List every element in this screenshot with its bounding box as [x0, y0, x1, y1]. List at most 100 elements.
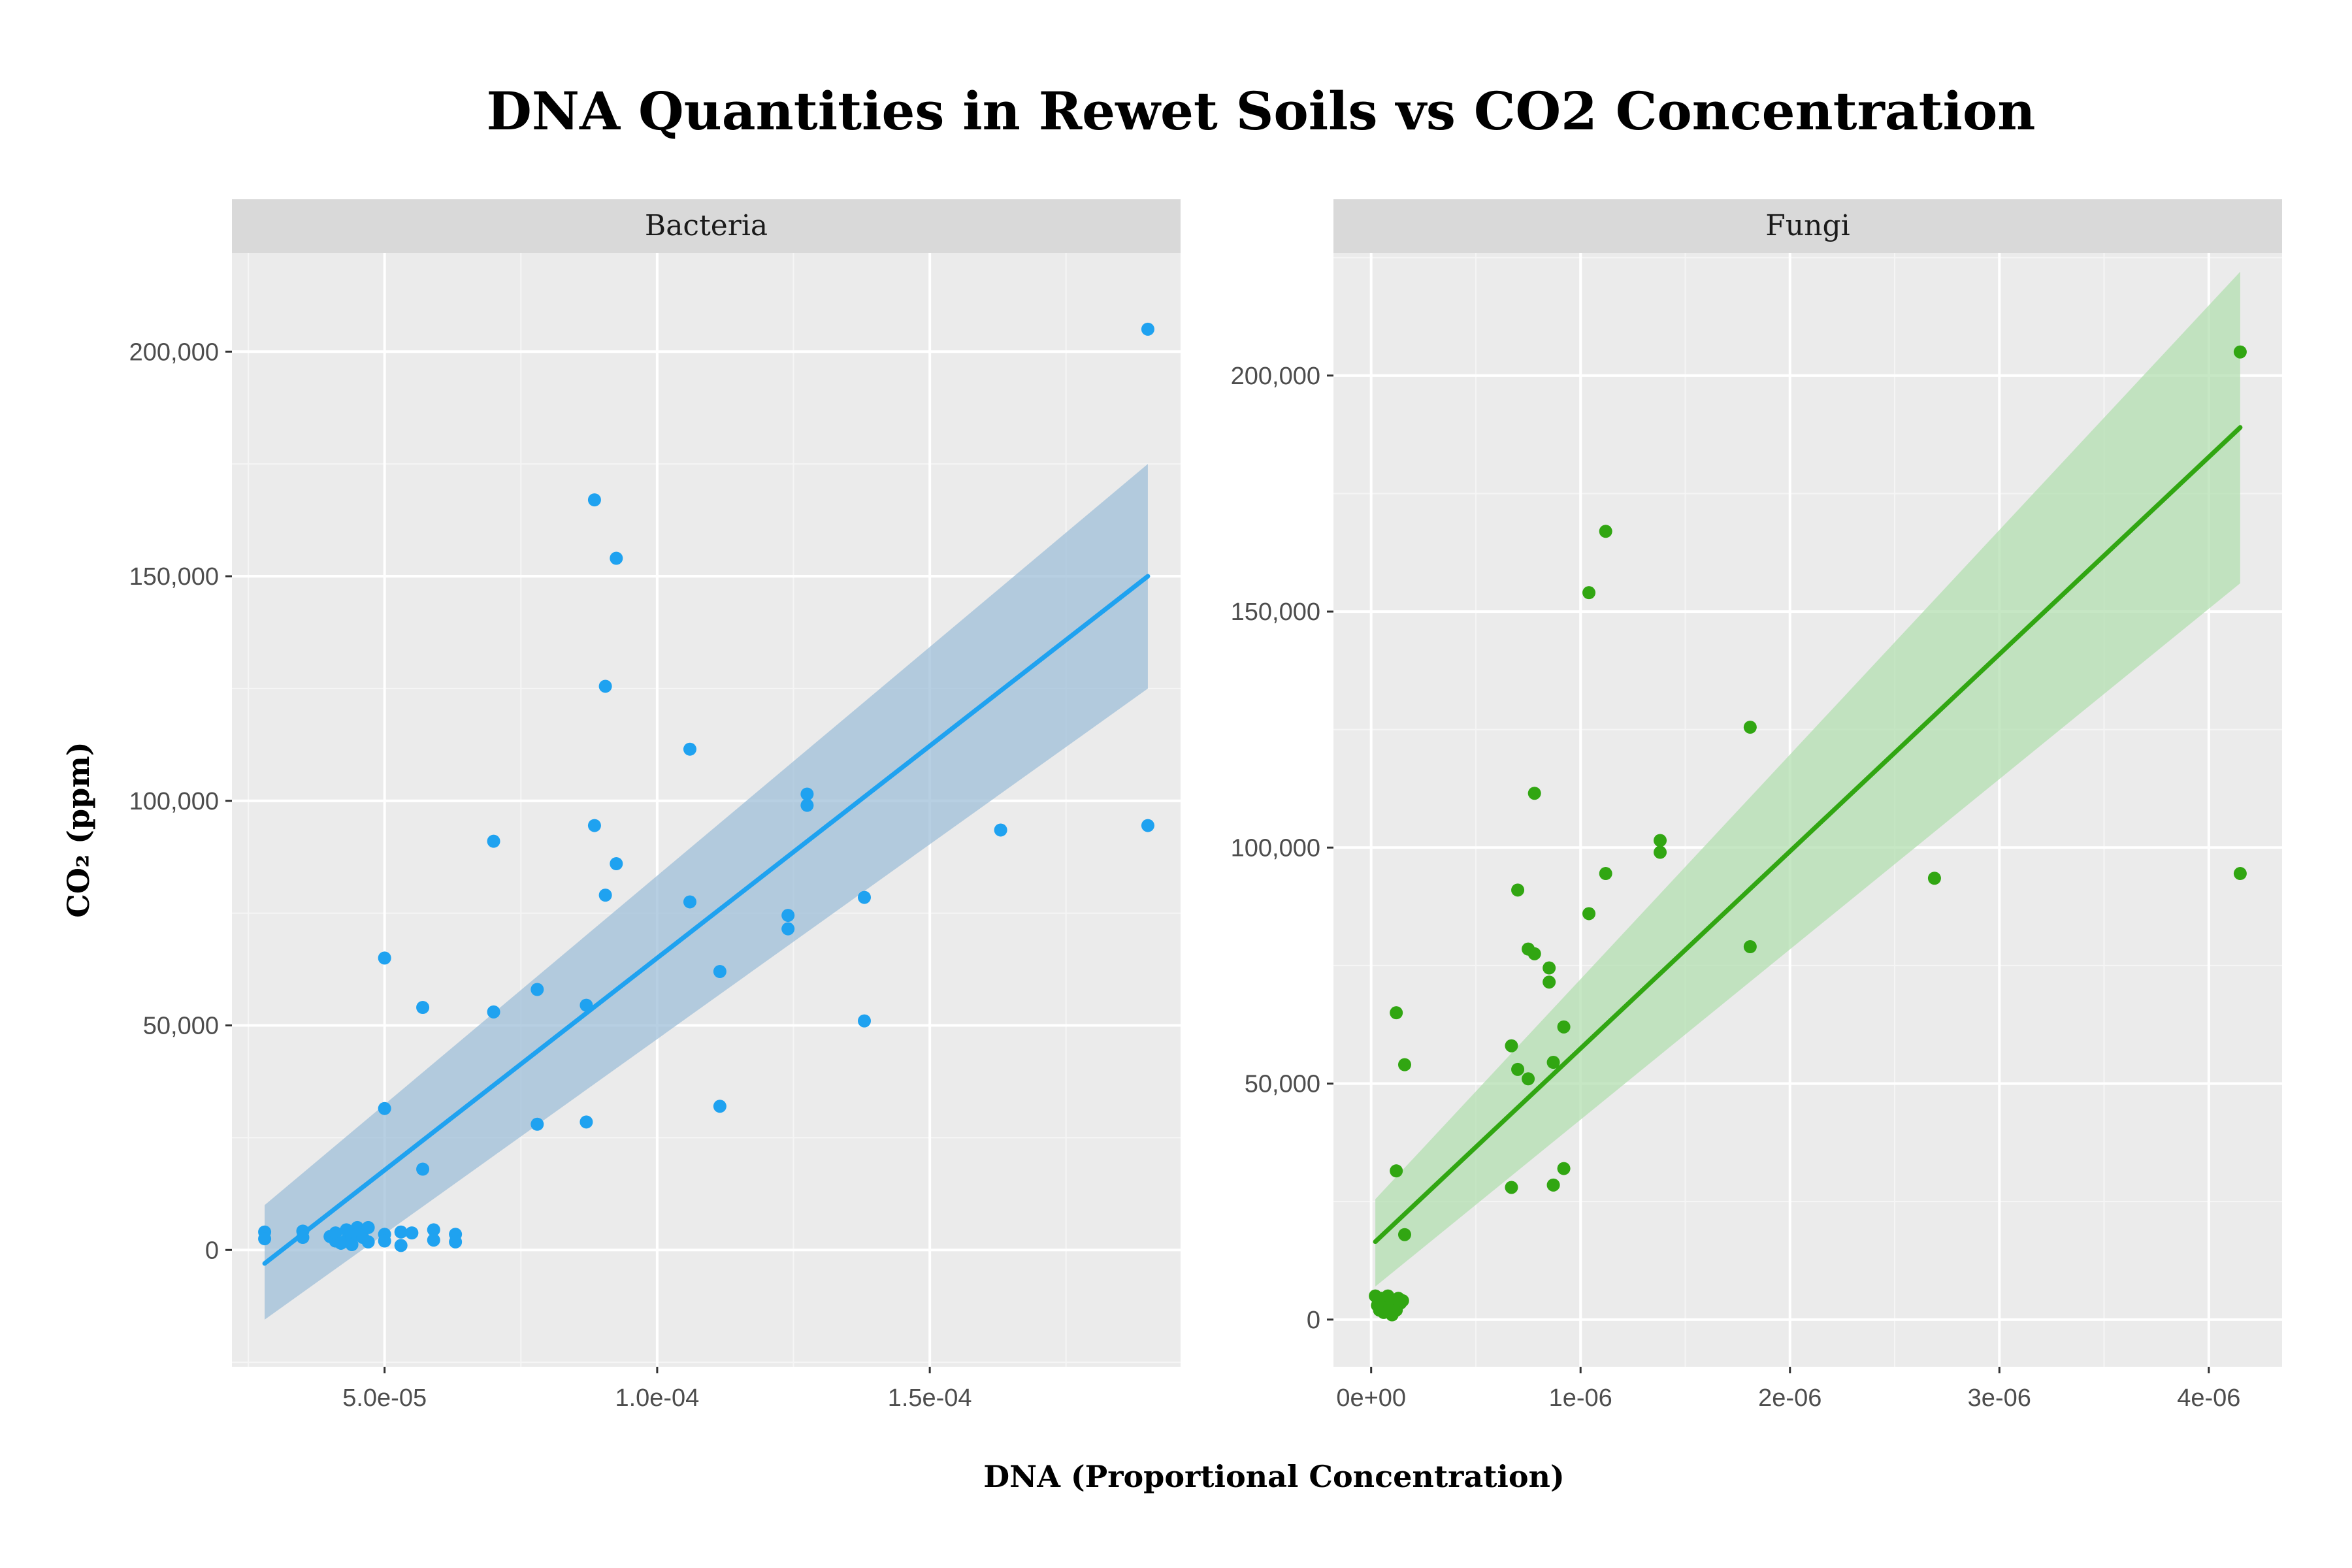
- data-point: [378, 951, 391, 965]
- data-point: [1505, 1039, 1518, 1053]
- data-point: [1141, 322, 1154, 336]
- facet-strip: [232, 199, 1181, 253]
- x-tick-label: 4e-06: [2177, 1384, 2240, 1412]
- data-point: [1505, 1181, 1518, 1194]
- data-point: [781, 909, 795, 923]
- data-point: [1397, 1228, 1411, 1241]
- data-point: [598, 889, 612, 902]
- x-tick-label: 1e-06: [1549, 1384, 1612, 1412]
- data-point: [361, 1220, 375, 1234]
- data-point: [994, 823, 1007, 837]
- data-point: [1743, 721, 1757, 734]
- panel-fungi: Fungi 0 50,000 100,000 150,000 200,000 0e+00 1e…: [1231, 199, 2282, 1412]
- data-point: [1511, 1062, 1525, 1076]
- data-point: [329, 1226, 342, 1240]
- data-point: [1582, 907, 1596, 921]
- data-point: [345, 1238, 359, 1251]
- data-point: [258, 1232, 272, 1246]
- x-tick-label: 1.0e-04: [615, 1384, 699, 1412]
- data-point: [610, 551, 623, 565]
- y-tick-label: 150,000: [1231, 598, 1320, 626]
- data-point: [1390, 1006, 1403, 1020]
- confidence-band: [265, 464, 1148, 1320]
- data-point: [394, 1225, 408, 1239]
- facet-panels: Bacteria 0 50,000 100,000 150,000 200,000 5.0e…: [129, 199, 2282, 1412]
- y-tick-label: 150,000: [129, 563, 219, 591]
- y-tick-label: 50,000: [143, 1013, 219, 1040]
- chart-title: DNA Quantities in Rewet Soils vs CO2 Con…: [487, 80, 2036, 142]
- facet-strip: [1333, 199, 2282, 253]
- data-point: [1654, 834, 1667, 847]
- data-point: [610, 857, 623, 870]
- x-tick-label: 0e+00: [1336, 1384, 1406, 1412]
- data-point: [361, 1235, 375, 1249]
- data-point: [713, 1100, 727, 1113]
- data-point: [378, 1234, 391, 1248]
- data-point: [1582, 586, 1596, 600]
- data-point: [427, 1223, 440, 1237]
- data-point: [2233, 867, 2247, 881]
- data-point: [1527, 787, 1541, 800]
- data-point: [713, 965, 727, 978]
- regression-line: [262, 574, 1151, 1266]
- y-axis-title: CO₂ (ppm): [61, 742, 96, 917]
- facet-label: Bacteria: [645, 209, 768, 242]
- data-point: [449, 1235, 463, 1249]
- data-point: [1599, 525, 1612, 538]
- data-point: [1599, 867, 1612, 881]
- data-point: [1396, 1294, 1409, 1307]
- x-tick-label: 1.5e-04: [888, 1384, 972, 1412]
- y-tick-label: 0: [205, 1237, 219, 1264]
- data-point: [2233, 345, 2247, 359]
- x-tick-label: 2e-06: [1758, 1384, 1821, 1412]
- x-tick-label: 3e-06: [1968, 1384, 2031, 1412]
- data-point: [781, 922, 795, 936]
- y-tick-label: 50,000: [1245, 1071, 1320, 1098]
- data-point: [1522, 1072, 1535, 1086]
- data-point: [1927, 872, 1941, 885]
- y-tick-label: 100,000: [129, 788, 219, 815]
- x-tick-label: 5.0e-05: [342, 1384, 427, 1412]
- data-point: [683, 895, 696, 909]
- data-point: [1390, 1164, 1403, 1178]
- data-point: [800, 787, 814, 801]
- y-tick-label: 100,000: [1231, 834, 1320, 862]
- data-point: [394, 1239, 408, 1252]
- data-point: [1511, 883, 1525, 897]
- data-point: [1397, 1058, 1411, 1071]
- data-point: [587, 819, 601, 832]
- data-point: [416, 1162, 430, 1176]
- facet-label: Fungi: [1765, 209, 1850, 242]
- y-tick-label: 0: [1307, 1307, 1320, 1334]
- confidence-band: [1375, 271, 2240, 1287]
- data-point: [487, 1005, 500, 1019]
- data-point: [858, 890, 871, 904]
- data-point: [683, 742, 696, 756]
- regression-line: [1373, 425, 2243, 1245]
- data-point: [427, 1233, 440, 1247]
- data-point: [487, 834, 500, 848]
- data-point: [531, 1117, 544, 1131]
- data-point: [405, 1226, 419, 1240]
- data-point: [580, 1115, 593, 1129]
- data-point: [858, 1014, 871, 1028]
- data-point: [1546, 1056, 1560, 1070]
- data-point: [587, 493, 601, 507]
- data-point: [1141, 819, 1154, 832]
- data-point: [378, 1102, 391, 1115]
- data-point: [1543, 975, 1556, 989]
- x-axis-title: DNA (Proportional Concentration): [983, 1459, 1565, 1494]
- data-point: [1543, 961, 1556, 975]
- data-point: [1557, 1020, 1571, 1034]
- data-point: [1527, 947, 1541, 960]
- data-point: [598, 679, 612, 693]
- data-point: [1546, 1178, 1560, 1192]
- data-point: [1743, 940, 1757, 954]
- y-tick-label: 200,000: [129, 338, 219, 366]
- data-point: [531, 983, 544, 996]
- panel-bacteria: Bacteria 0 50,000 100,000 150,000 200,000 5.0e…: [129, 199, 1181, 1412]
- data-point: [1654, 845, 1667, 859]
- data-point: [1557, 1162, 1571, 1175]
- data-point: [416, 1001, 430, 1014]
